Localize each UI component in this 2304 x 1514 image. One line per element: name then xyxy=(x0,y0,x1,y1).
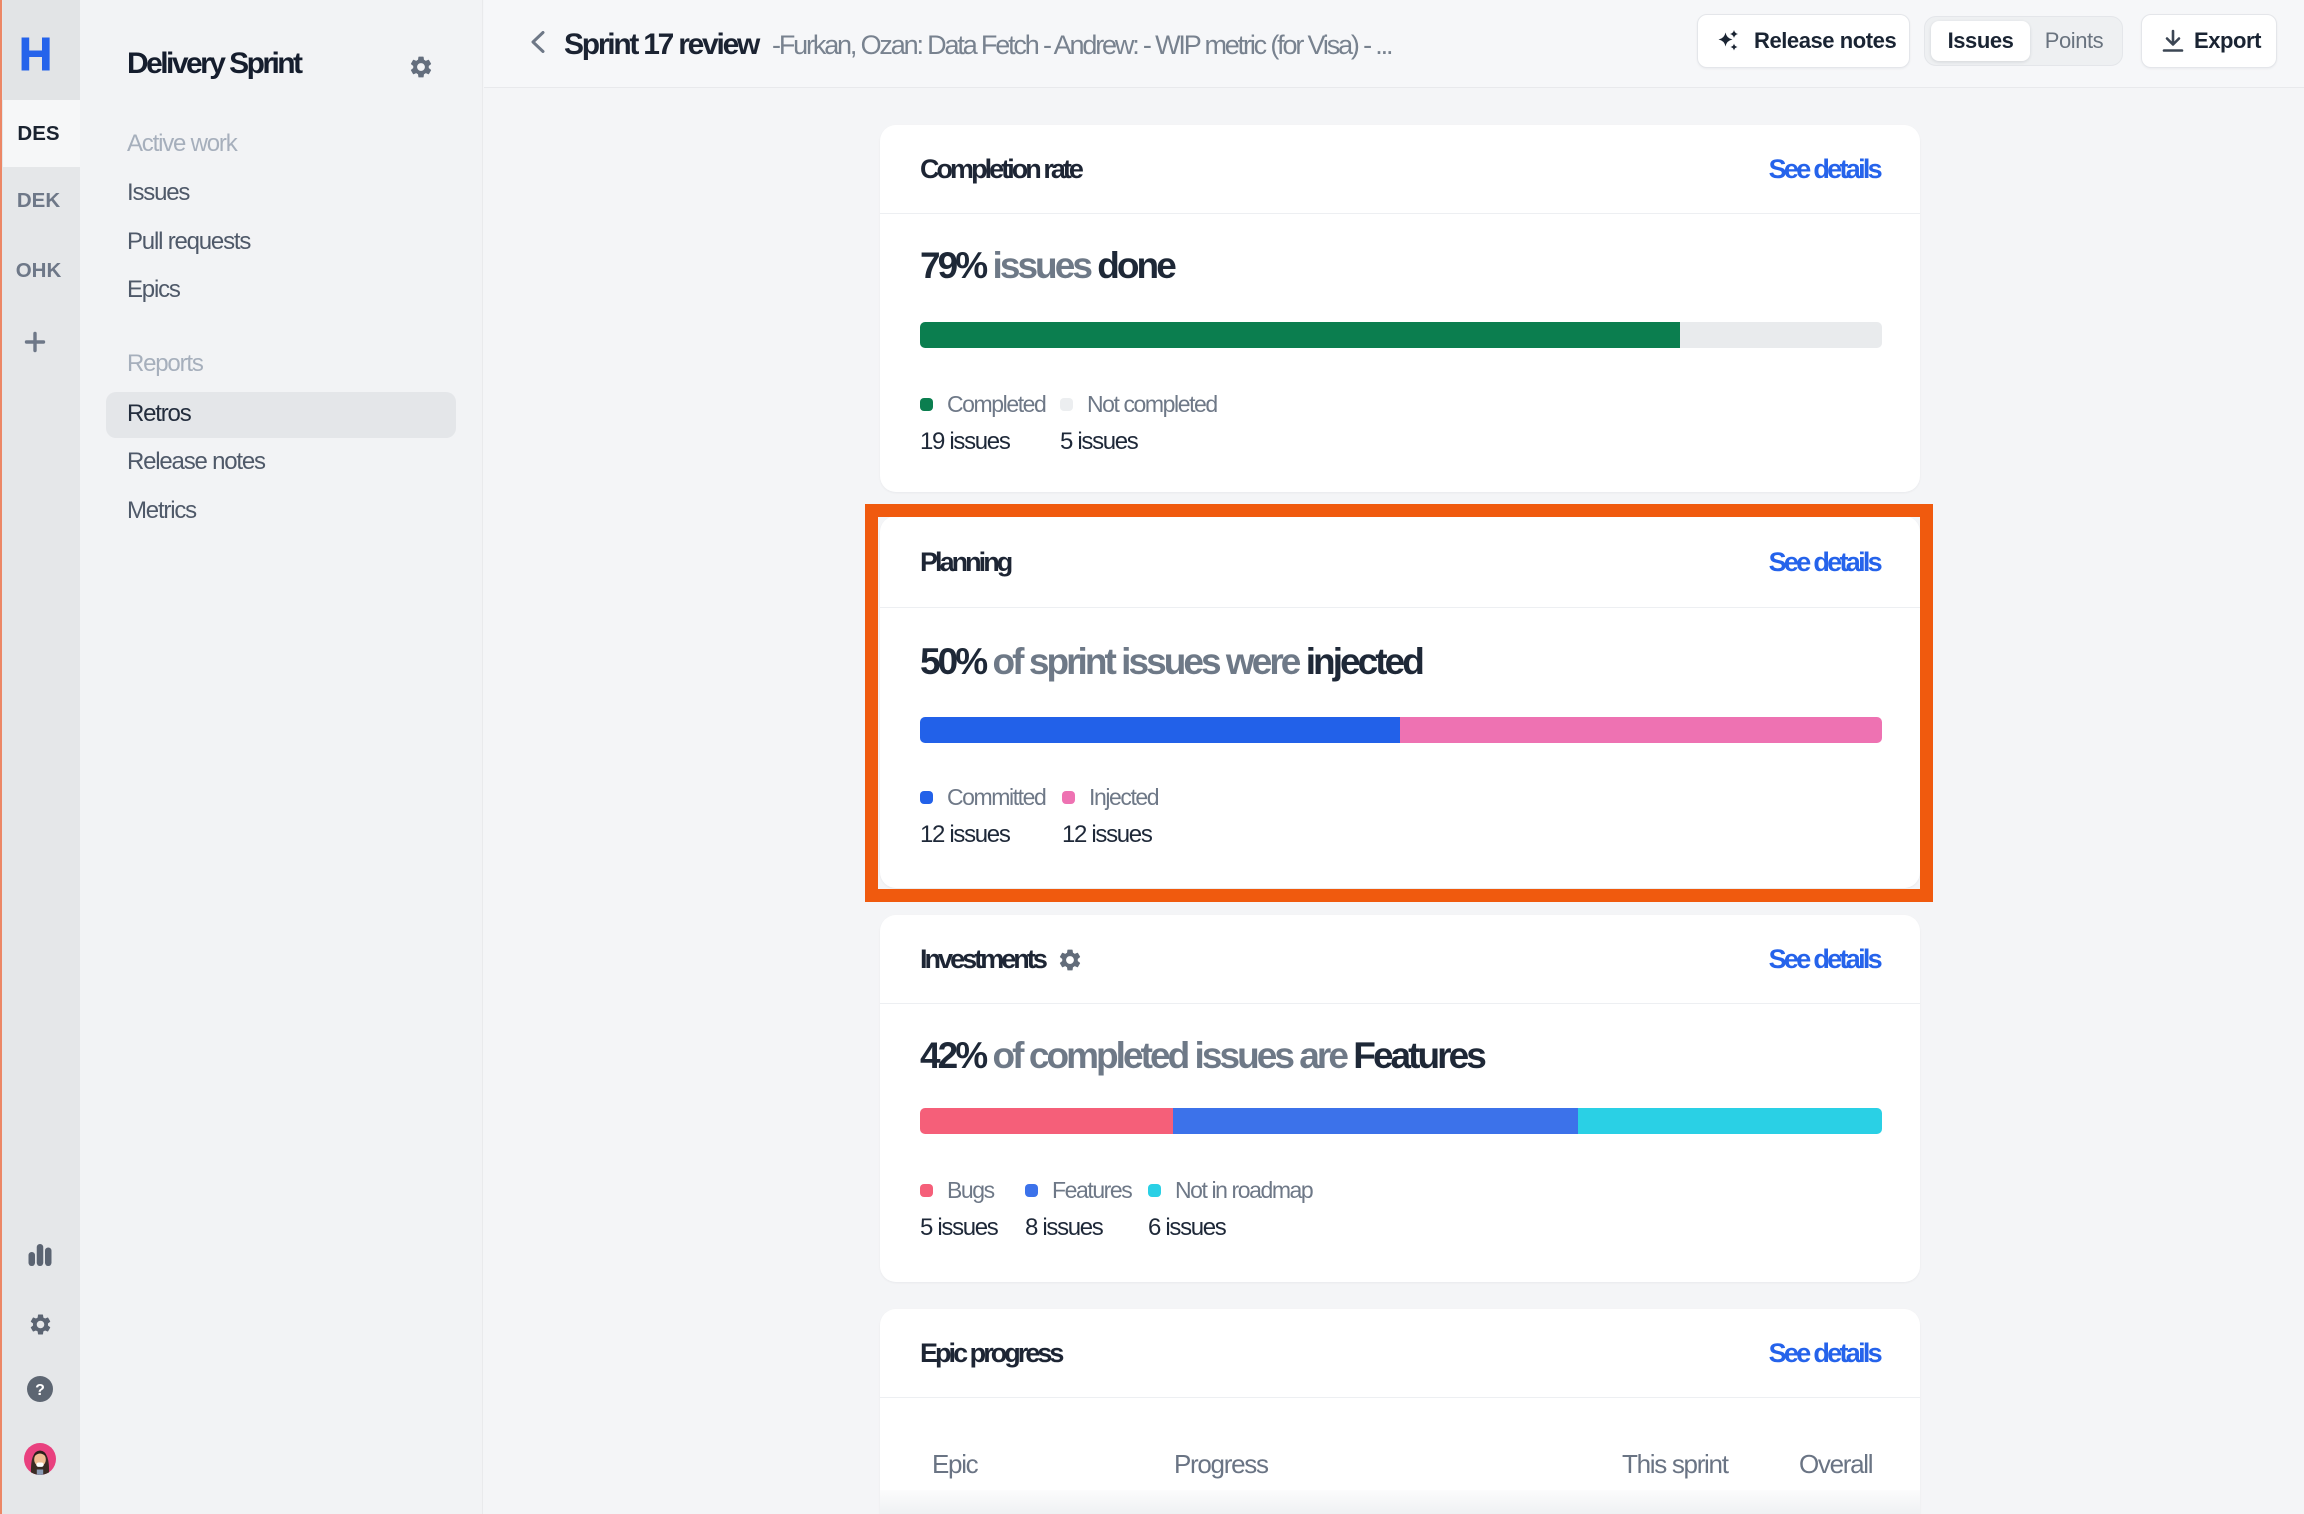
svg-text:?: ? xyxy=(35,1382,45,1399)
